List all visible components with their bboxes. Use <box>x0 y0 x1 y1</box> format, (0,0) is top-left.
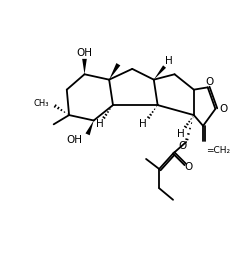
Text: OH: OH <box>66 135 82 145</box>
Polygon shape <box>154 65 166 80</box>
Text: =CH₂: =CH₂ <box>206 146 230 155</box>
Polygon shape <box>85 120 94 135</box>
Text: O: O <box>184 162 193 172</box>
Text: O: O <box>219 104 227 114</box>
Text: OH: OH <box>77 48 92 59</box>
Text: H: H <box>96 119 104 129</box>
Polygon shape <box>82 59 87 74</box>
Text: O: O <box>178 141 186 151</box>
Polygon shape <box>109 63 120 80</box>
Text: H: H <box>177 128 185 139</box>
Text: CH₃: CH₃ <box>34 99 49 108</box>
Text: H: H <box>139 119 147 129</box>
Text: O: O <box>205 77 213 87</box>
Text: H: H <box>165 56 173 66</box>
